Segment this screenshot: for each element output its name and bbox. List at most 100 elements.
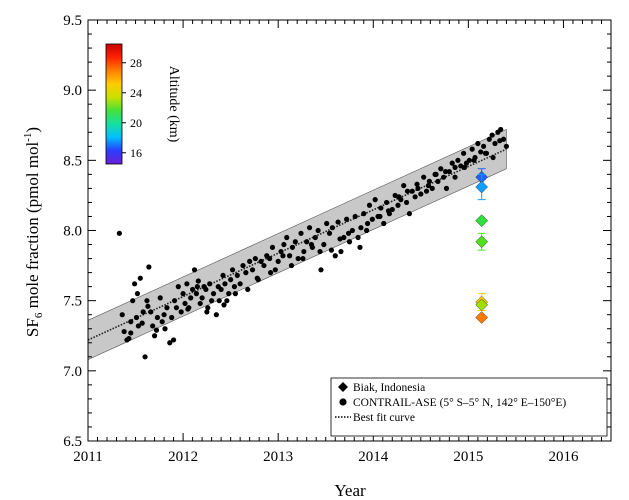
contrail-point (193, 291, 200, 297)
contrail-point (480, 143, 487, 149)
contrail-point (324, 220, 330, 227)
contrail-point (128, 330, 134, 336)
contrail-point (383, 199, 390, 206)
contrail-point (249, 267, 256, 273)
y-axis-label: SF6 mole fraction (pmol mol-1) (22, 127, 45, 337)
contrail-point (190, 286, 196, 293)
contrail-point (210, 291, 217, 297)
biak-point (475, 214, 489, 228)
contrail-point (332, 253, 338, 259)
contrail-point (199, 295, 205, 301)
colorbar-ticks: 16 20 24 28 (122, 56, 142, 160)
contrail-point (178, 309, 184, 315)
contrail-point (433, 171, 439, 177)
contrail-point (216, 298, 222, 304)
contrail-point (315, 227, 321, 234)
contrail-point (137, 275, 143, 281)
contrail-point (275, 258, 281, 264)
contrail-point (157, 295, 163, 301)
biak-points (475, 168, 489, 324)
contrail-point (403, 199, 410, 206)
contrail-point (119, 312, 125, 318)
contrail-point (159, 319, 165, 325)
contrail-point (475, 140, 481, 147)
contrail-point (267, 255, 273, 262)
contrail-point (304, 239, 310, 245)
contrail-point (185, 306, 191, 312)
contrail-point (466, 157, 472, 163)
contrail-point (497, 138, 503, 144)
contrail-point (461, 150, 467, 156)
biak-point (475, 311, 489, 324)
contrail-point (335, 219, 341, 225)
contrail-point (298, 230, 304, 236)
contrail-point (146, 264, 152, 270)
contrail-point (492, 140, 498, 147)
legend-contrail-label: CONTRAIL-ASE (5° S–5° N, 142° E–150°E) (353, 397, 566, 409)
colorbar: 16 20 24 28 Altitude (km) (105, 43, 181, 165)
contrail-point (205, 305, 211, 311)
contrail-point (144, 298, 150, 304)
contrail-point (161, 312, 167, 318)
contrail-point (133, 314, 140, 321)
contrail-point (441, 174, 447, 180)
contrail-point (169, 314, 175, 321)
colorbar-bar (105, 43, 123, 165)
legend-fit-label: Best fit curve (353, 412, 415, 424)
contrail-point (191, 267, 198, 273)
contrail-point (209, 298, 215, 304)
contrail-point (364, 227, 370, 234)
contrail-point (395, 202, 401, 208)
contrail-point (145, 303, 151, 309)
contrail-point (130, 298, 136, 304)
y-tick-label: 7.5 (63, 294, 82, 310)
contrail-point (498, 126, 504, 133)
contrail-point (355, 234, 361, 241)
contrail-point (272, 267, 278, 273)
contrail-point (381, 220, 387, 227)
contrail-point (404, 188, 411, 194)
contrail-point (286, 253, 293, 259)
contrail-point (134, 291, 141, 297)
contrail-point (222, 281, 228, 287)
contrail-point (452, 174, 458, 180)
contrail-point (406, 211, 413, 217)
contrail-point (306, 225, 313, 231)
contrail-point (269, 244, 276, 250)
contrail-point (344, 216, 350, 222)
contrail-point (418, 191, 424, 197)
contrail-point (220, 272, 226, 279)
contrail-point (288, 262, 295, 269)
contrail-point (170, 337, 177, 343)
x-tick-label: 2015 (453, 449, 483, 465)
contrail-point (295, 255, 301, 262)
contrail-point (449, 160, 455, 166)
contrail-point (361, 211, 367, 217)
contrail-point (378, 205, 384, 211)
contrail-point (461, 164, 468, 170)
contrail-point (438, 166, 444, 172)
contrail-point (229, 267, 236, 273)
y-tick-label: 6.5 (63, 434, 82, 450)
contrail-point (377, 213, 383, 220)
contrail-point (366, 202, 373, 208)
contrail-point (116, 230, 122, 236)
contrail-point (301, 248, 307, 255)
contrail-point (352, 213, 358, 220)
contrail-point (131, 281, 138, 287)
x-axis: 2011 2012 2013 2014 2015 2016 (73, 20, 612, 465)
contrail-point (425, 182, 432, 189)
contrail-point (364, 220, 371, 227)
contrail-point (329, 225, 335, 231)
contrail-point (243, 270, 249, 276)
contrail-point (486, 136, 492, 142)
contrail-point (446, 168, 452, 175)
y-tick-label: 8.0 (63, 224, 82, 240)
contrail-point (300, 255, 306, 262)
contrail-point (338, 248, 344, 255)
contrail-point (261, 262, 267, 269)
contrail-point (139, 320, 145, 326)
contrail-point (254, 275, 260, 281)
contrail-point (162, 326, 168, 332)
contrail-point (182, 300, 188, 307)
